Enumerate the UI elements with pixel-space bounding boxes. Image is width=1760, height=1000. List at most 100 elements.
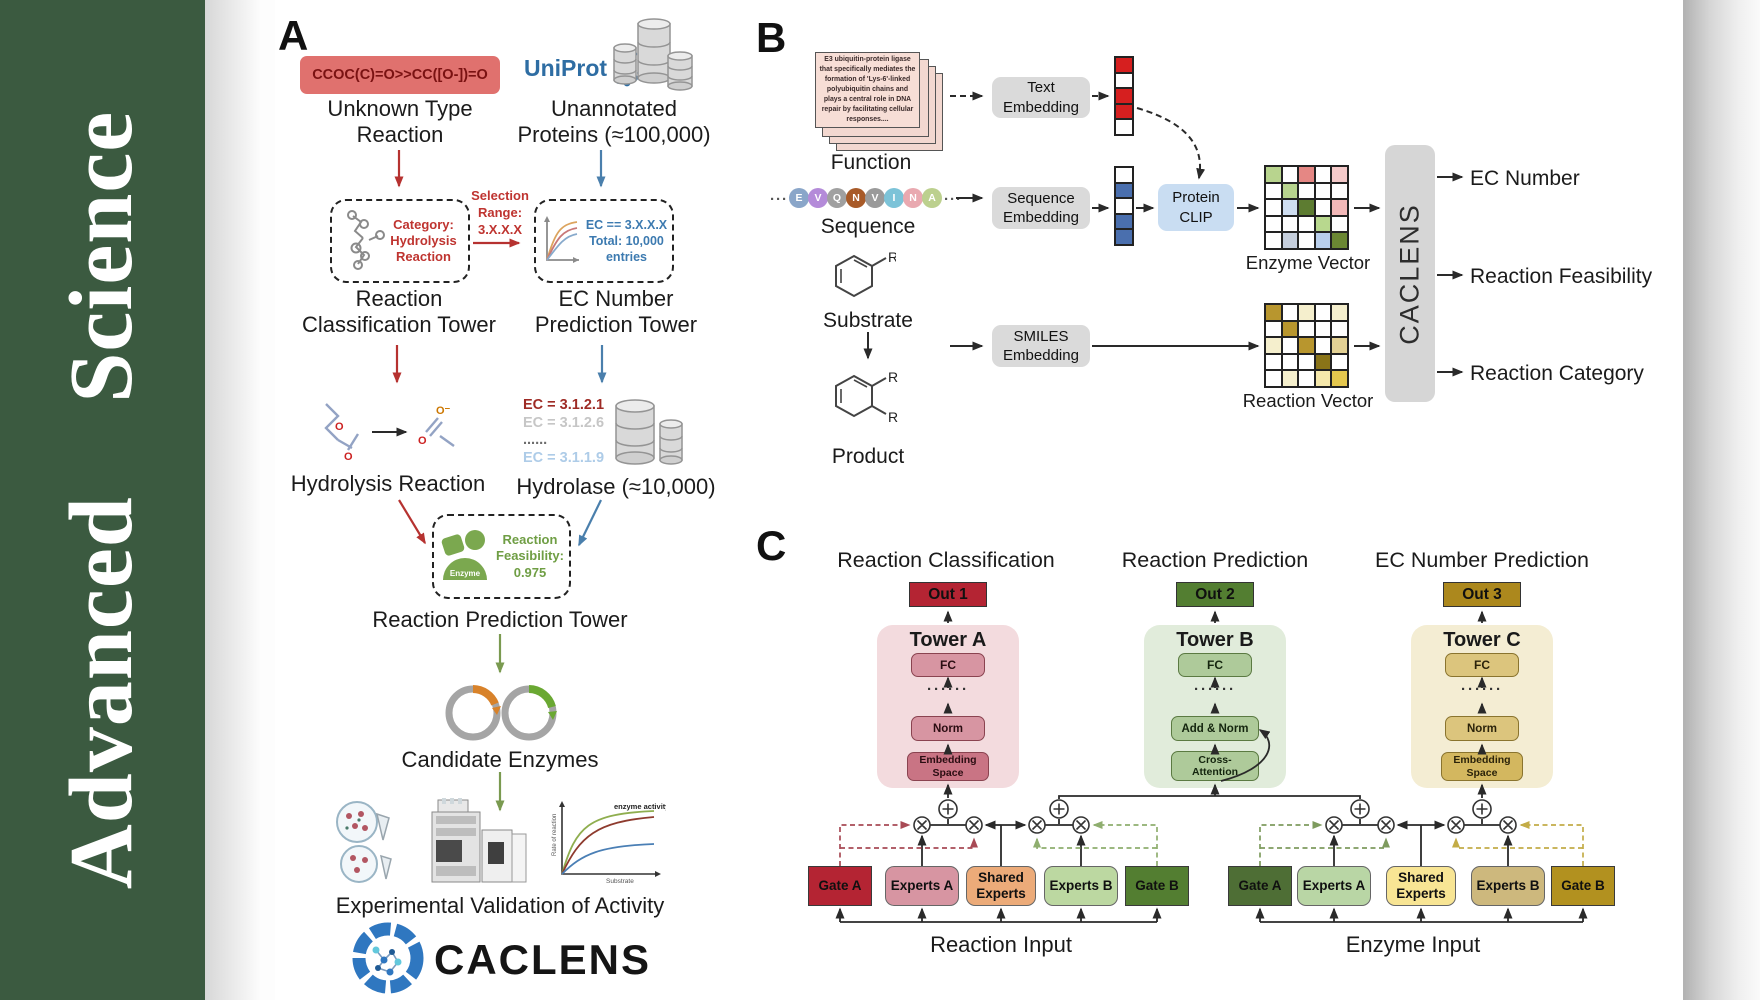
vector-cell (1115, 88, 1133, 104)
title-ec-number-prediction: EC Number Prediction (1375, 548, 1589, 572)
tower-b-add-norm: Add & Norm (1171, 716, 1259, 741)
vector-cell (1115, 182, 1133, 198)
reaction-vector-matrix (1264, 303, 1349, 388)
matrix-cell (1298, 215, 1315, 232)
svg-text:O: O (344, 451, 353, 463)
ec-candidate-list: EC = 3.1.2.1 EC = 3.1.2.6...... EC = 3.1.1… (523, 397, 604, 467)
matrix-cell (1298, 370, 1315, 387)
tower-a-fc: FC (911, 653, 985, 677)
caclens-logo-icon (352, 922, 424, 994)
page-left-shadow (205, 0, 275, 1000)
svg-text:O: O (418, 435, 427, 447)
unknown-reaction-label: Unknown Type Reaction (327, 96, 473, 148)
matrix-cell (1281, 199, 1298, 216)
database-stack-small-icon (615, 399, 683, 465)
enzyme-vector-label: Enzyme Vector (1245, 252, 1371, 273)
matrix-cell (1314, 353, 1331, 370)
tower-a: Tower A FC ······ Norm Embedding Space (877, 625, 1019, 788)
sequence-embedding-box: Sequence Embedding (992, 187, 1090, 229)
caclens-vertical-label: CACLENS (1394, 202, 1425, 345)
protein-clip-box: Protein CLIP (1158, 184, 1234, 231)
residue-circle: A (922, 188, 942, 208)
molecule-icon (347, 210, 386, 270)
matrix-cell (1265, 320, 1282, 337)
graph-title: enzyme activity (614, 802, 666, 811)
matrix-cell (1331, 232, 1348, 249)
matrix-cell (1314, 166, 1331, 183)
matrix-cell (1331, 182, 1348, 199)
matrix-cell (1314, 320, 1331, 337)
ec-prediction-box: EC == 3.X.X.X Total: 10,000 entries (534, 199, 674, 283)
svg-text:O: O (335, 421, 344, 433)
graph-ylabel: Rate of reaction (552, 814, 558, 856)
matrix-cell (1281, 215, 1298, 232)
smiles-embedding-box: SMILES Embedding (992, 325, 1090, 367)
sequence-ellipsis: ··· (770, 191, 788, 208)
panel-b-label: B (756, 14, 787, 61)
ec-box-text: EC == 3.X.X.X Total: 10,000 entries (585, 217, 668, 265)
matrix-cell (1331, 337, 1348, 354)
tower-c-embedding-space: Embedding Space (1441, 752, 1523, 781)
function-card: E3 ubiquitin-protein ligase that specifi… (815, 52, 920, 128)
matrix-cell (1265, 353, 1282, 370)
reaction-prediction-box: Enzyme Reaction Feasibility: 0.975 (432, 514, 571, 599)
matrix-cell (1281, 182, 1298, 199)
hydrolase-label: Hydrolase (≈10,000) (516, 474, 716, 499)
enzyme-experts-a: Experts A (1297, 866, 1371, 906)
matrix-cell (1298, 199, 1315, 216)
candidate-enzymes-label: Candidate Enzymes (401, 747, 599, 772)
tower-a-name: Tower A (909, 629, 987, 651)
tower-a-embedding-space: Embedding Space (907, 752, 989, 781)
validation-label: Experimental Validation of Activity (335, 893, 665, 918)
enzyme-shared-experts: Shared Experts (1386, 866, 1456, 906)
gate-dashed-lines (839, 821, 1584, 866)
out2-box: Out 2 (1176, 582, 1254, 607)
database-stack-icon (613, 18, 693, 91)
product-label: Product (831, 445, 905, 468)
matrix-cell (1265, 182, 1282, 199)
add-icon (938, 799, 1492, 819)
reaction-gate-b: Gate B (1125, 866, 1189, 906)
matrix-cell (1331, 215, 1348, 232)
ec-list-line: EC = 3.1.2.1 (523, 397, 605, 413)
prediction-tower-label: Reaction Prediction Tower (372, 607, 628, 632)
tower-c-norm: Norm (1445, 716, 1519, 741)
out1-box: Out 1 (909, 582, 987, 607)
vector-cell (1115, 198, 1133, 214)
matrix-cell (1265, 199, 1282, 216)
reaction-gate-a: Gate A (808, 866, 872, 906)
vector-cell (1115, 57, 1133, 73)
reaction-experts-a: Experts A (885, 866, 959, 906)
matrix-cell (1281, 304, 1298, 321)
hplc-instrument-icon (431, 798, 527, 883)
matrix-cell (1298, 304, 1315, 321)
residue-circle: E (789, 188, 809, 208)
matrix-cell (1265, 215, 1282, 232)
panel-a-label: A (278, 12, 309, 59)
residue-circle: V (808, 188, 828, 208)
residue-circle: N (846, 188, 866, 208)
matrix-cell (1281, 166, 1298, 183)
matrix-cell (1314, 304, 1331, 321)
page-right-shadow (1683, 0, 1760, 1000)
selection-range-label: Selection Range: 3.X.X.X (471, 188, 529, 237)
journal-title: Advanced Science (52, 110, 151, 890)
matrix-cell (1331, 370, 1348, 387)
ec-list-line: EC = 3.1.1.9 (523, 449, 605, 466)
svg-text:R: R (888, 409, 898, 425)
matrix-cell (1298, 166, 1315, 183)
output-reaction-feasibility: Reaction Feasibility (1470, 265, 1653, 288)
sequence-label: Sequence (820, 215, 916, 238)
matrix-cell (1331, 353, 1348, 370)
matrix-cell (1265, 337, 1282, 354)
substrate-label: Substrate (823, 309, 913, 332)
enzyme-input-label: Enzyme Input (1345, 932, 1481, 957)
caclens-block: CACLENS (1385, 145, 1435, 402)
sequence-embedding-vector (1114, 166, 1134, 246)
product-molecule-icon: R R (835, 369, 898, 425)
tower-c-fc: FC (1445, 653, 1519, 677)
unannotated-proteins-label: Unannotated Proteins (≈100,000) (517, 96, 711, 148)
matrix-cell (1265, 370, 1282, 387)
enzyme-icon: Enzyme (441, 529, 488, 580)
